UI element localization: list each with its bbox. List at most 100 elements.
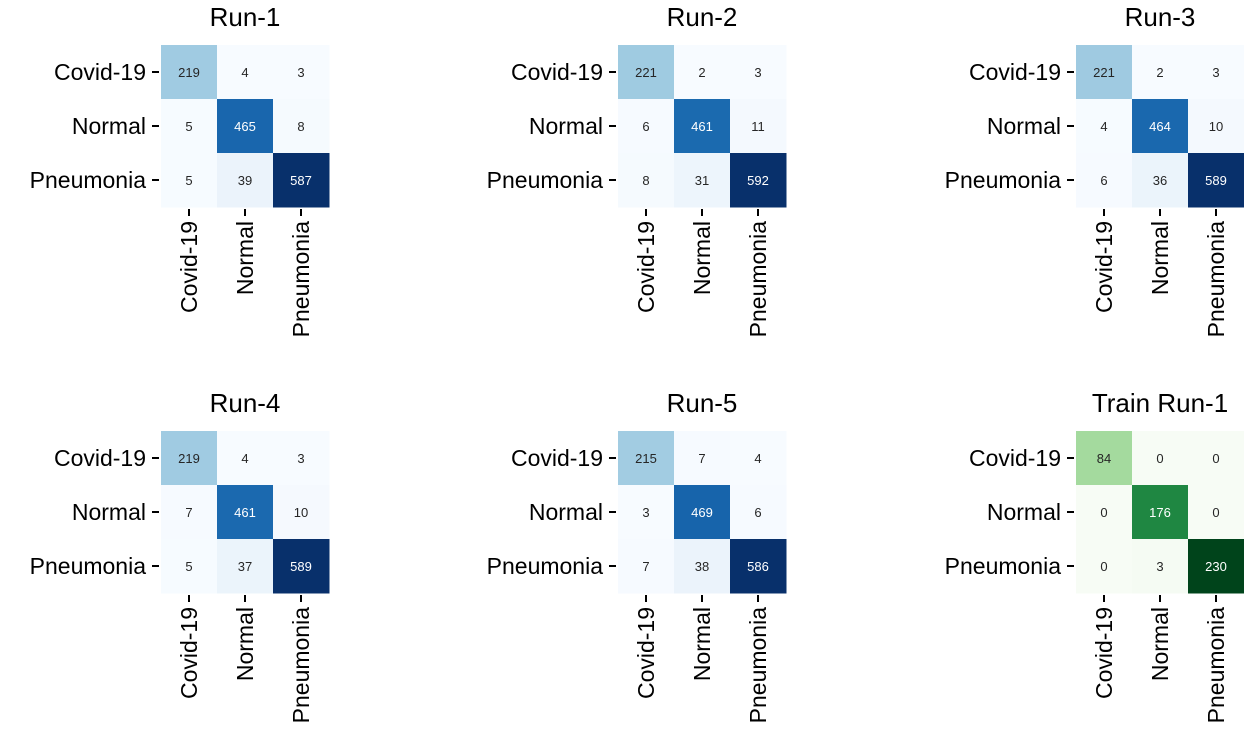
y-tick-label: Pneumonia xyxy=(945,553,1062,579)
y-tick-label: Normal xyxy=(72,499,146,525)
confusion-matrix-panel-2: Run-2 221 2 3 6 461 11 8 31 592 Covid-19 Normal Pneu… xyxy=(487,2,787,337)
heatmap-cell xyxy=(730,45,787,100)
confusion-matrix-panel-3: Run-3 221 2 3 4 464 10 6 36 589 Covid-19 Normal Pneu… xyxy=(945,2,1244,337)
cell-value-label: 4 xyxy=(241,65,248,80)
cell-value-label: 221 xyxy=(1093,65,1115,80)
cell-value-label: 11 xyxy=(751,119,765,134)
cell-value-label: 37 xyxy=(238,559,252,574)
heatmap-cell xyxy=(730,153,787,208)
heatmap-cell xyxy=(1076,431,1133,486)
heatmap-cell xyxy=(618,99,675,154)
cell-value-label: 8 xyxy=(642,173,649,188)
cell-value-label: 0 xyxy=(1156,451,1163,466)
panel-title: Run-2 xyxy=(667,2,738,32)
heatmap-cell xyxy=(1076,153,1133,208)
cell-value-label: 5 xyxy=(185,559,192,574)
y-tick-label: Normal xyxy=(529,113,603,139)
cell-value-label: 36 xyxy=(1153,173,1167,188)
cell-value-label: 221 xyxy=(635,65,657,80)
confusion-matrix-panel-5: Run-5 215 7 4 3 469 6 7 38 586 Covid-19 Normal Pneum… xyxy=(487,388,787,723)
cell-value-label: 589 xyxy=(290,559,312,574)
cell-value-label: 219 xyxy=(178,451,200,466)
cell-value-label: 39 xyxy=(238,173,252,188)
x-tick-label: Normal xyxy=(232,607,258,681)
heatmap-cell xyxy=(1076,99,1133,154)
cell-value-label: 2 xyxy=(1156,65,1163,80)
x-tick-label: Covid-19 xyxy=(1091,221,1117,313)
heatmap-cell xyxy=(273,153,330,208)
x-tick-label: Normal xyxy=(1147,221,1173,295)
heatmap-cell xyxy=(674,45,731,100)
x-tick-label: Covid-19 xyxy=(176,221,202,313)
heatmap-cell xyxy=(730,431,787,486)
heatmap-cell xyxy=(161,45,218,100)
heatmap-cell xyxy=(217,485,274,540)
cell-value-label: 230 xyxy=(1205,559,1227,574)
x-tick-label: Normal xyxy=(689,221,715,295)
cell-value-label: 4 xyxy=(1100,119,1107,134)
cell-value-label: 2 xyxy=(698,65,705,80)
heatmap-cell xyxy=(1188,45,1244,100)
heatmap-cell xyxy=(273,485,330,540)
heatmap-cell xyxy=(273,45,330,100)
x-tick-label: Pneumonia xyxy=(288,607,314,724)
heatmap-cell xyxy=(1188,539,1244,594)
cell-value-label: 215 xyxy=(635,451,657,466)
y-tick-label: Covid-19 xyxy=(969,59,1061,85)
heatmap-cell xyxy=(1076,485,1133,540)
heatmap-cell xyxy=(1188,99,1244,154)
y-tick-label: Pneumonia xyxy=(487,167,604,193)
heatmap-cell xyxy=(161,485,218,540)
cell-value-label: 10 xyxy=(294,505,308,520)
x-tick-label: Pneumonia xyxy=(1203,221,1229,338)
heatmap-cell xyxy=(618,45,675,100)
cell-value-label: 464 xyxy=(1149,119,1171,134)
panel-title: Run-3 xyxy=(1125,2,1196,32)
cell-value-label: 465 xyxy=(234,119,256,134)
cell-value-label: 6 xyxy=(642,119,649,134)
x-tick-label: Normal xyxy=(232,221,258,295)
cell-value-label: 31 xyxy=(695,173,709,188)
heatmap-cell xyxy=(618,431,675,486)
x-tick-label: Pneumonia xyxy=(288,221,314,338)
heatmap-cell xyxy=(618,539,675,594)
x-tick-label: Covid-19 xyxy=(1091,607,1117,699)
heatmap-cell xyxy=(1132,539,1189,594)
cell-value-label: 469 xyxy=(691,505,713,520)
heatmap-cell xyxy=(674,431,731,486)
y-tick-label: Covid-19 xyxy=(511,445,603,471)
y-tick-label: Pneumonia xyxy=(30,553,147,579)
panel-title: Run-1 xyxy=(210,2,281,32)
heatmap-cell xyxy=(1188,485,1244,540)
x-tick-label: Pneumonia xyxy=(745,607,771,724)
cell-value-label: 461 xyxy=(691,119,713,134)
confusion-matrix-panel-1: Run-1 219 4 3 5 465 8 5 39 587 Covid-19 Normal Pneum… xyxy=(30,2,330,337)
heatmap-cell xyxy=(1132,431,1189,486)
heatmap-cell xyxy=(217,99,274,154)
cell-value-label: 7 xyxy=(185,505,192,520)
heatmap-cell xyxy=(1076,45,1133,100)
heatmap-cell xyxy=(161,99,218,154)
panel-title: Train Run-1 xyxy=(1092,388,1228,418)
heatmap-cell xyxy=(217,45,274,100)
heatmap-cell xyxy=(730,485,787,540)
cell-value-label: 3 xyxy=(642,505,649,520)
cell-value-label: 3 xyxy=(297,65,304,80)
heatmap-cell xyxy=(730,99,787,154)
heatmap-cell xyxy=(618,153,675,208)
x-tick-label: Normal xyxy=(1147,607,1173,681)
y-tick-label: Pneumonia xyxy=(30,167,147,193)
panel-title: Run-4 xyxy=(210,388,281,418)
cell-value-label: 586 xyxy=(747,559,769,574)
y-tick-label: Normal xyxy=(987,113,1061,139)
cell-value-label: 3 xyxy=(1156,559,1163,574)
panel-title: Run-5 xyxy=(667,388,738,418)
heatmap-cell xyxy=(217,153,274,208)
cell-value-label: 38 xyxy=(695,559,709,574)
heatmap-cell xyxy=(1076,539,1133,594)
heatmap-cell xyxy=(1132,485,1189,540)
cell-value-label: 461 xyxy=(234,505,256,520)
cell-value-label: 7 xyxy=(642,559,649,574)
